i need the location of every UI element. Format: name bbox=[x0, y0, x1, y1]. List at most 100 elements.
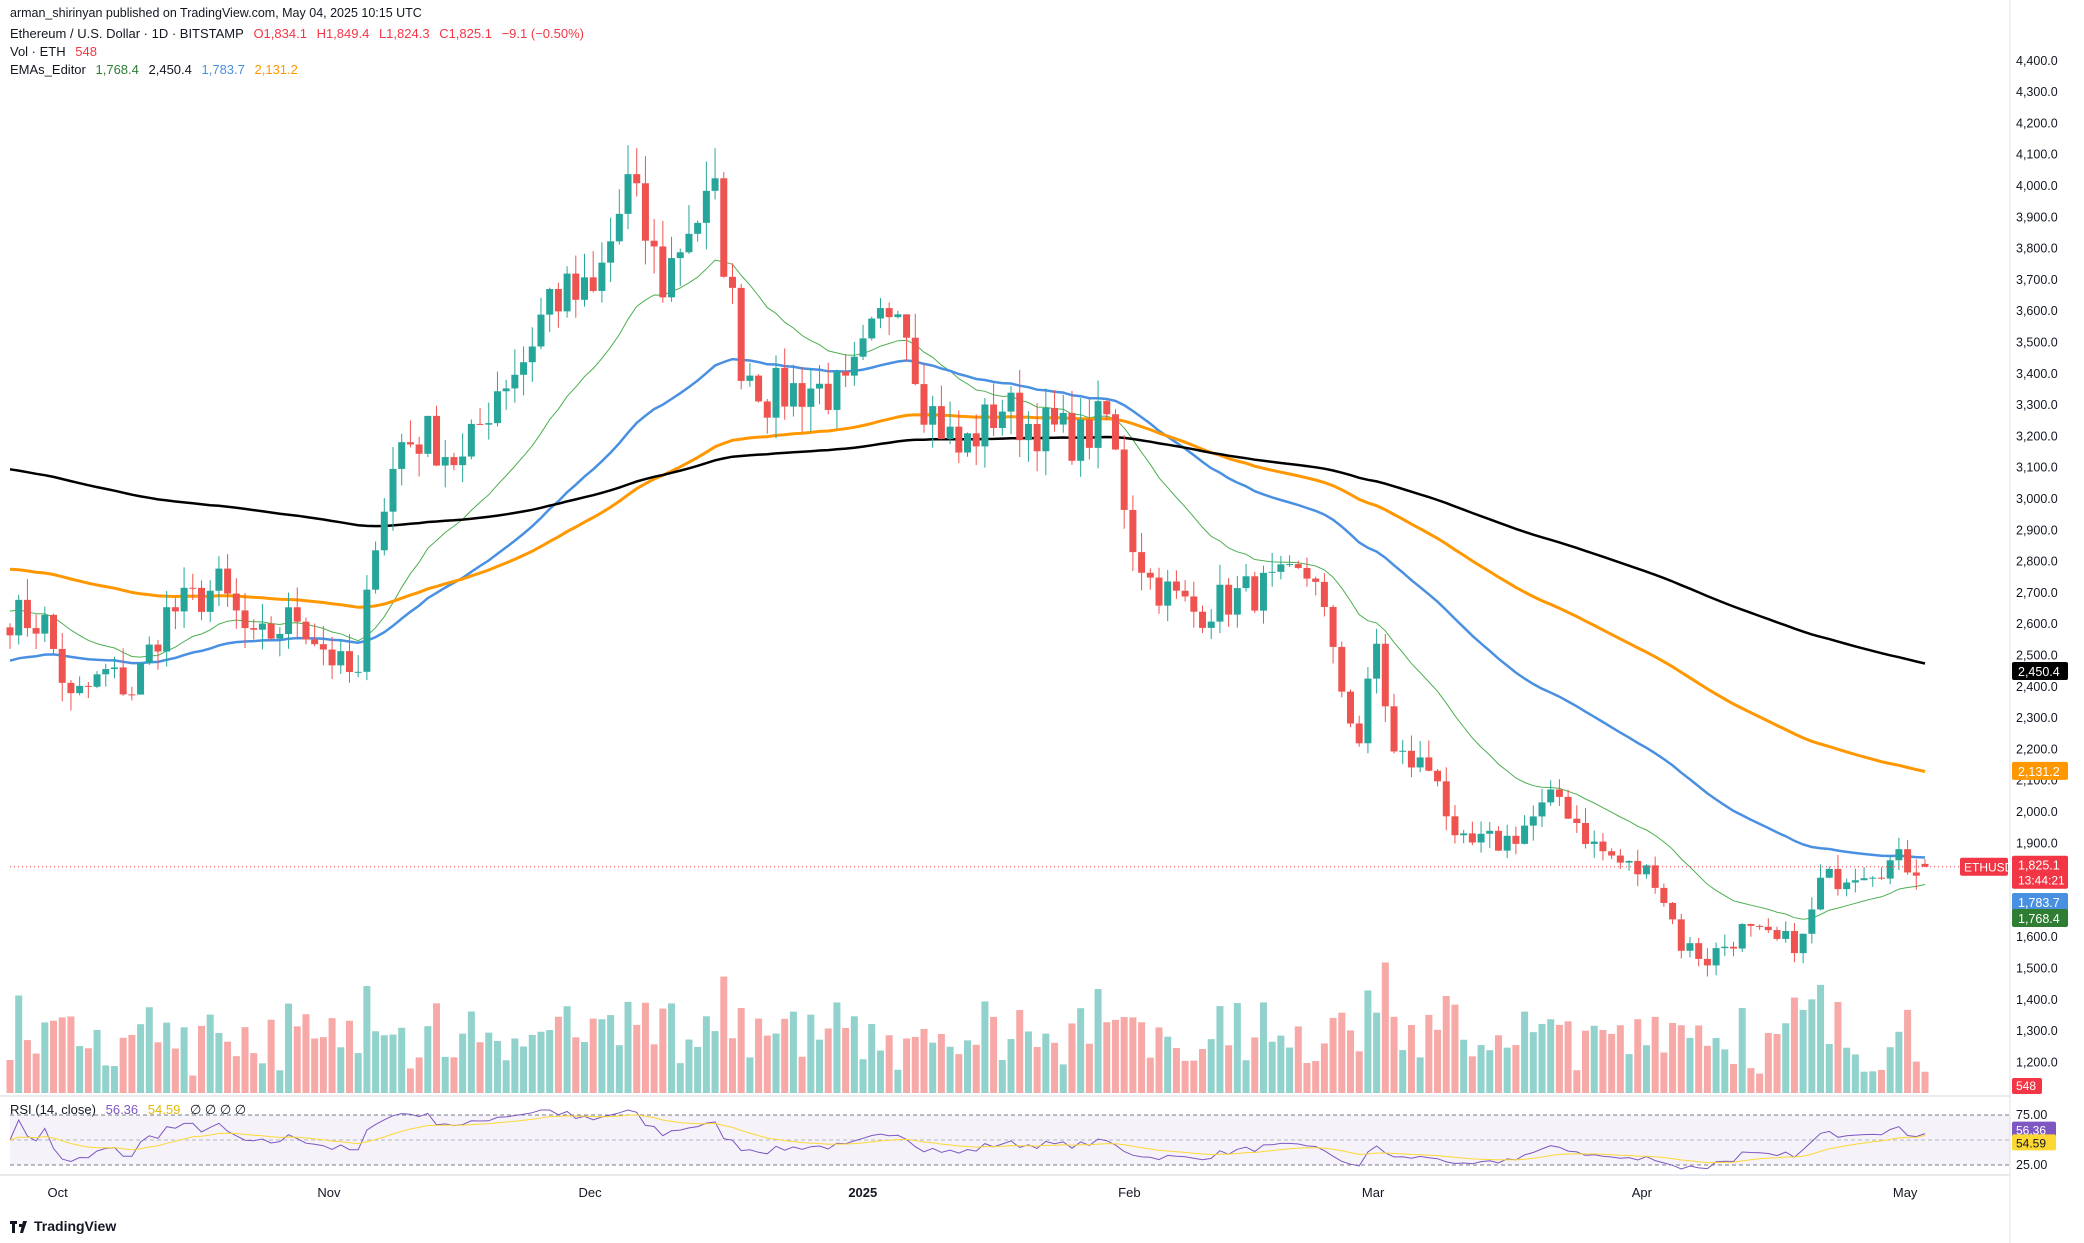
volume-bar bbox=[67, 1016, 75, 1093]
rsi-value-tag-bg bbox=[2012, 1134, 2056, 1151]
candle-body bbox=[1216, 584, 1224, 622]
volume-bar bbox=[1486, 1050, 1494, 1093]
y-tick-label: 3,900.0 bbox=[2016, 210, 2058, 224]
candle-body bbox=[1407, 750, 1415, 768]
volume-bar bbox=[1059, 1064, 1067, 1093]
volume-bar bbox=[859, 1059, 867, 1093]
candle-body bbox=[1695, 943, 1703, 959]
candle-body bbox=[554, 289, 562, 312]
candle-body bbox=[607, 241, 615, 263]
candle-body bbox=[929, 406, 937, 425]
volume-bar bbox=[772, 1033, 780, 1093]
volume-legend[interactable]: Vol · ETH 548 bbox=[10, 44, 103, 59]
y-tick-label: 2,300.0 bbox=[2016, 711, 2058, 725]
volume-bar bbox=[467, 1011, 475, 1093]
y-tick-label: 3,700.0 bbox=[2016, 273, 2058, 287]
candle-body bbox=[911, 337, 919, 385]
candle-body bbox=[1825, 868, 1833, 878]
candle-body bbox=[354, 671, 362, 673]
candle-body bbox=[1181, 590, 1189, 597]
footer-brand-text: TradingView bbox=[34, 1218, 117, 1234]
volume-bar bbox=[789, 1011, 797, 1093]
candle-body bbox=[215, 568, 223, 591]
candle-body bbox=[833, 371, 841, 410]
candle-body bbox=[6, 627, 14, 636]
volume-bar bbox=[476, 1042, 484, 1093]
candle-body bbox=[1747, 923, 1755, 926]
ema-legend[interactable]: EMAs_Editor 1,768.4 2,450.4 1,783.7 2,13… bbox=[10, 62, 304, 77]
ema-value-tag: 1,768.4 bbox=[2018, 912, 2060, 926]
candle-body bbox=[41, 614, 49, 634]
y-tick-label: 2,400.0 bbox=[2016, 680, 2058, 694]
volume-bar bbox=[911, 1036, 919, 1093]
candle-body bbox=[615, 213, 623, 242]
volume-bar bbox=[502, 1060, 510, 1093]
volume-bar bbox=[1451, 1004, 1459, 1093]
volume-bar bbox=[345, 1020, 353, 1093]
candle-body bbox=[972, 433, 980, 447]
volume-bar bbox=[1651, 1016, 1659, 1093]
volume-bar bbox=[1190, 1060, 1198, 1093]
candle-body bbox=[328, 649, 336, 666]
volume-bar bbox=[598, 1019, 606, 1093]
volume-bar bbox=[1860, 1071, 1868, 1093]
candle-body bbox=[1338, 646, 1346, 692]
volume-bar bbox=[972, 1044, 980, 1093]
volume-bar bbox=[964, 1040, 971, 1093]
candle-body bbox=[1782, 931, 1790, 939]
volume-bar bbox=[607, 1015, 615, 1093]
volume-bar bbox=[1834, 1001, 1842, 1093]
volume-bar bbox=[1277, 1035, 1285, 1093]
volume-bar bbox=[102, 1065, 110, 1093]
volume-bar bbox=[1024, 1031, 1032, 1093]
candle-body bbox=[1808, 909, 1816, 934]
volume-bar bbox=[668, 1003, 676, 1093]
candle-body bbox=[372, 550, 380, 590]
candle-body bbox=[128, 694, 136, 696]
ema50-value: 1,783.7 bbox=[201, 62, 245, 77]
volume-bar bbox=[1616, 1025, 1624, 1093]
volume-bar bbox=[1268, 1041, 1276, 1093]
y-tick-label: 1,600.0 bbox=[2016, 930, 2058, 944]
candle-body bbox=[1460, 833, 1468, 836]
candle-body bbox=[981, 404, 989, 447]
y-tick-label: 2,000.0 bbox=[2016, 805, 2058, 819]
candle-body bbox=[23, 599, 31, 629]
rsi-legend[interactable]: RSI (14, close) 56.36 54.59 ∅ ∅ ∅ ∅ bbox=[10, 1102, 252, 1118]
candle-body bbox=[1895, 849, 1903, 861]
candle-body bbox=[598, 262, 606, 291]
candle-body bbox=[1573, 818, 1581, 823]
x-tick-label: Apr bbox=[1632, 1185, 1653, 1200]
volume-bar bbox=[84, 1048, 92, 1093]
rsi-extra: ∅ ∅ ∅ ∅ bbox=[189, 1102, 247, 1117]
candle-body bbox=[50, 614, 58, 649]
volume-bar bbox=[641, 1002, 649, 1093]
candle-body bbox=[1129, 509, 1137, 553]
volume-bar bbox=[1886, 1047, 1894, 1093]
candle-body bbox=[894, 314, 902, 318]
volume-bar bbox=[1155, 1027, 1163, 1093]
candle-body bbox=[311, 639, 319, 645]
symbol-title[interactable]: Ethereum / U.S. Dollar · 1D · BITSTAMP bbox=[10, 26, 244, 41]
volume-value: 548 bbox=[75, 44, 97, 59]
volume-bar bbox=[755, 1018, 763, 1093]
candle-body bbox=[76, 685, 84, 694]
volume-bar bbox=[250, 1053, 258, 1093]
candle-body bbox=[1756, 925, 1764, 927]
volume-bar bbox=[1312, 1061, 1320, 1093]
ema200-value: 2,450.4 bbox=[148, 62, 192, 77]
volume-bar bbox=[563, 1006, 571, 1093]
candle-body bbox=[102, 669, 110, 675]
candle-body bbox=[406, 442, 414, 445]
volume-bar bbox=[537, 1031, 545, 1093]
candle-body bbox=[1033, 423, 1041, 452]
candle-body bbox=[1660, 887, 1668, 903]
candle-body bbox=[206, 590, 214, 612]
y-tick-label: 3,300.0 bbox=[2016, 398, 2058, 412]
volume-bar bbox=[459, 1033, 467, 1093]
candle-body bbox=[511, 374, 519, 389]
rsi-line bbox=[9, 1109, 1926, 1170]
volume-tag: 548 bbox=[2016, 1079, 2036, 1093]
volume-bar bbox=[650, 1044, 658, 1093]
